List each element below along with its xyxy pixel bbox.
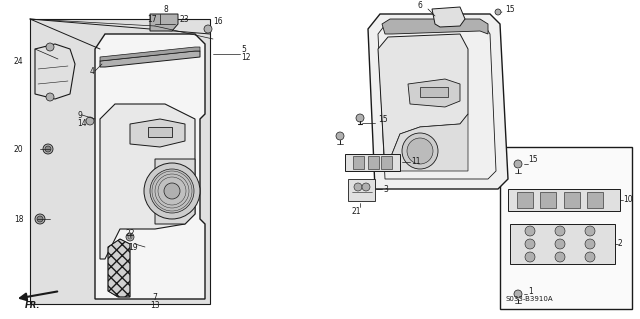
- Circle shape: [46, 43, 54, 51]
- Text: S033-B3910A: S033-B3910A: [505, 296, 552, 302]
- Circle shape: [525, 239, 535, 249]
- Circle shape: [585, 239, 595, 249]
- Text: 13: 13: [150, 301, 160, 310]
- Polygon shape: [381, 156, 392, 169]
- Circle shape: [525, 226, 535, 236]
- Circle shape: [402, 133, 438, 169]
- Polygon shape: [35, 44, 75, 99]
- Circle shape: [43, 144, 53, 154]
- Polygon shape: [108, 239, 130, 297]
- Polygon shape: [100, 51, 200, 67]
- Circle shape: [555, 252, 565, 262]
- Circle shape: [495, 9, 501, 15]
- Polygon shape: [155, 159, 195, 224]
- Polygon shape: [385, 114, 468, 171]
- Text: 3: 3: [383, 184, 388, 194]
- Text: 5: 5: [241, 44, 246, 54]
- Circle shape: [45, 146, 51, 152]
- Text: 22: 22: [126, 228, 136, 238]
- Text: 20: 20: [14, 145, 24, 153]
- Circle shape: [514, 160, 522, 168]
- Circle shape: [525, 252, 535, 262]
- Circle shape: [164, 183, 180, 199]
- Circle shape: [356, 114, 364, 122]
- Text: FR.: FR.: [25, 300, 40, 309]
- Text: 15: 15: [528, 155, 538, 165]
- Text: 8: 8: [163, 4, 168, 13]
- Circle shape: [86, 117, 94, 125]
- Polygon shape: [432, 7, 465, 27]
- Circle shape: [35, 214, 45, 224]
- Circle shape: [37, 216, 43, 222]
- Polygon shape: [353, 156, 364, 169]
- Circle shape: [555, 239, 565, 249]
- Polygon shape: [148, 127, 172, 137]
- Polygon shape: [540, 192, 556, 208]
- Polygon shape: [30, 19, 210, 304]
- Text: 18: 18: [14, 214, 24, 224]
- Circle shape: [585, 252, 595, 262]
- Text: 16: 16: [213, 17, 223, 26]
- Polygon shape: [517, 192, 533, 208]
- Circle shape: [585, 226, 595, 236]
- Polygon shape: [510, 224, 615, 264]
- Polygon shape: [378, 34, 468, 171]
- Polygon shape: [345, 154, 400, 171]
- Text: 1: 1: [528, 286, 532, 295]
- Polygon shape: [368, 14, 508, 189]
- Polygon shape: [100, 47, 200, 61]
- Circle shape: [362, 183, 370, 191]
- Circle shape: [46, 93, 54, 101]
- Text: 15: 15: [378, 115, 388, 123]
- Polygon shape: [368, 156, 379, 169]
- Polygon shape: [408, 79, 460, 107]
- Text: 21: 21: [352, 206, 362, 216]
- Circle shape: [204, 25, 212, 33]
- Text: 23: 23: [180, 14, 189, 24]
- Circle shape: [144, 163, 200, 219]
- Polygon shape: [420, 87, 448, 97]
- Circle shape: [555, 226, 565, 236]
- Circle shape: [407, 138, 433, 164]
- Polygon shape: [348, 179, 375, 201]
- Polygon shape: [564, 192, 580, 208]
- Circle shape: [514, 290, 522, 298]
- Text: 19: 19: [128, 242, 138, 251]
- Circle shape: [126, 233, 134, 241]
- Text: 4: 4: [90, 66, 95, 76]
- Polygon shape: [587, 192, 603, 208]
- Polygon shape: [150, 14, 178, 31]
- Text: 12: 12: [241, 54, 250, 63]
- Text: 11: 11: [411, 158, 420, 167]
- Polygon shape: [95, 34, 205, 299]
- Text: 9: 9: [77, 110, 82, 120]
- Text: 24: 24: [14, 56, 24, 65]
- Text: 6: 6: [418, 2, 423, 11]
- Circle shape: [354, 183, 362, 191]
- Text: 17: 17: [147, 14, 157, 24]
- Polygon shape: [508, 189, 620, 211]
- Text: 14: 14: [77, 118, 86, 128]
- Polygon shape: [100, 104, 195, 259]
- Text: 2: 2: [618, 240, 623, 249]
- Text: 15: 15: [505, 4, 515, 13]
- Circle shape: [150, 169, 194, 213]
- Text: 10: 10: [623, 196, 632, 204]
- Circle shape: [336, 132, 344, 140]
- Text: 7: 7: [152, 293, 157, 301]
- Polygon shape: [130, 119, 185, 147]
- Polygon shape: [382, 19, 488, 34]
- FancyBboxPatch shape: [500, 147, 632, 309]
